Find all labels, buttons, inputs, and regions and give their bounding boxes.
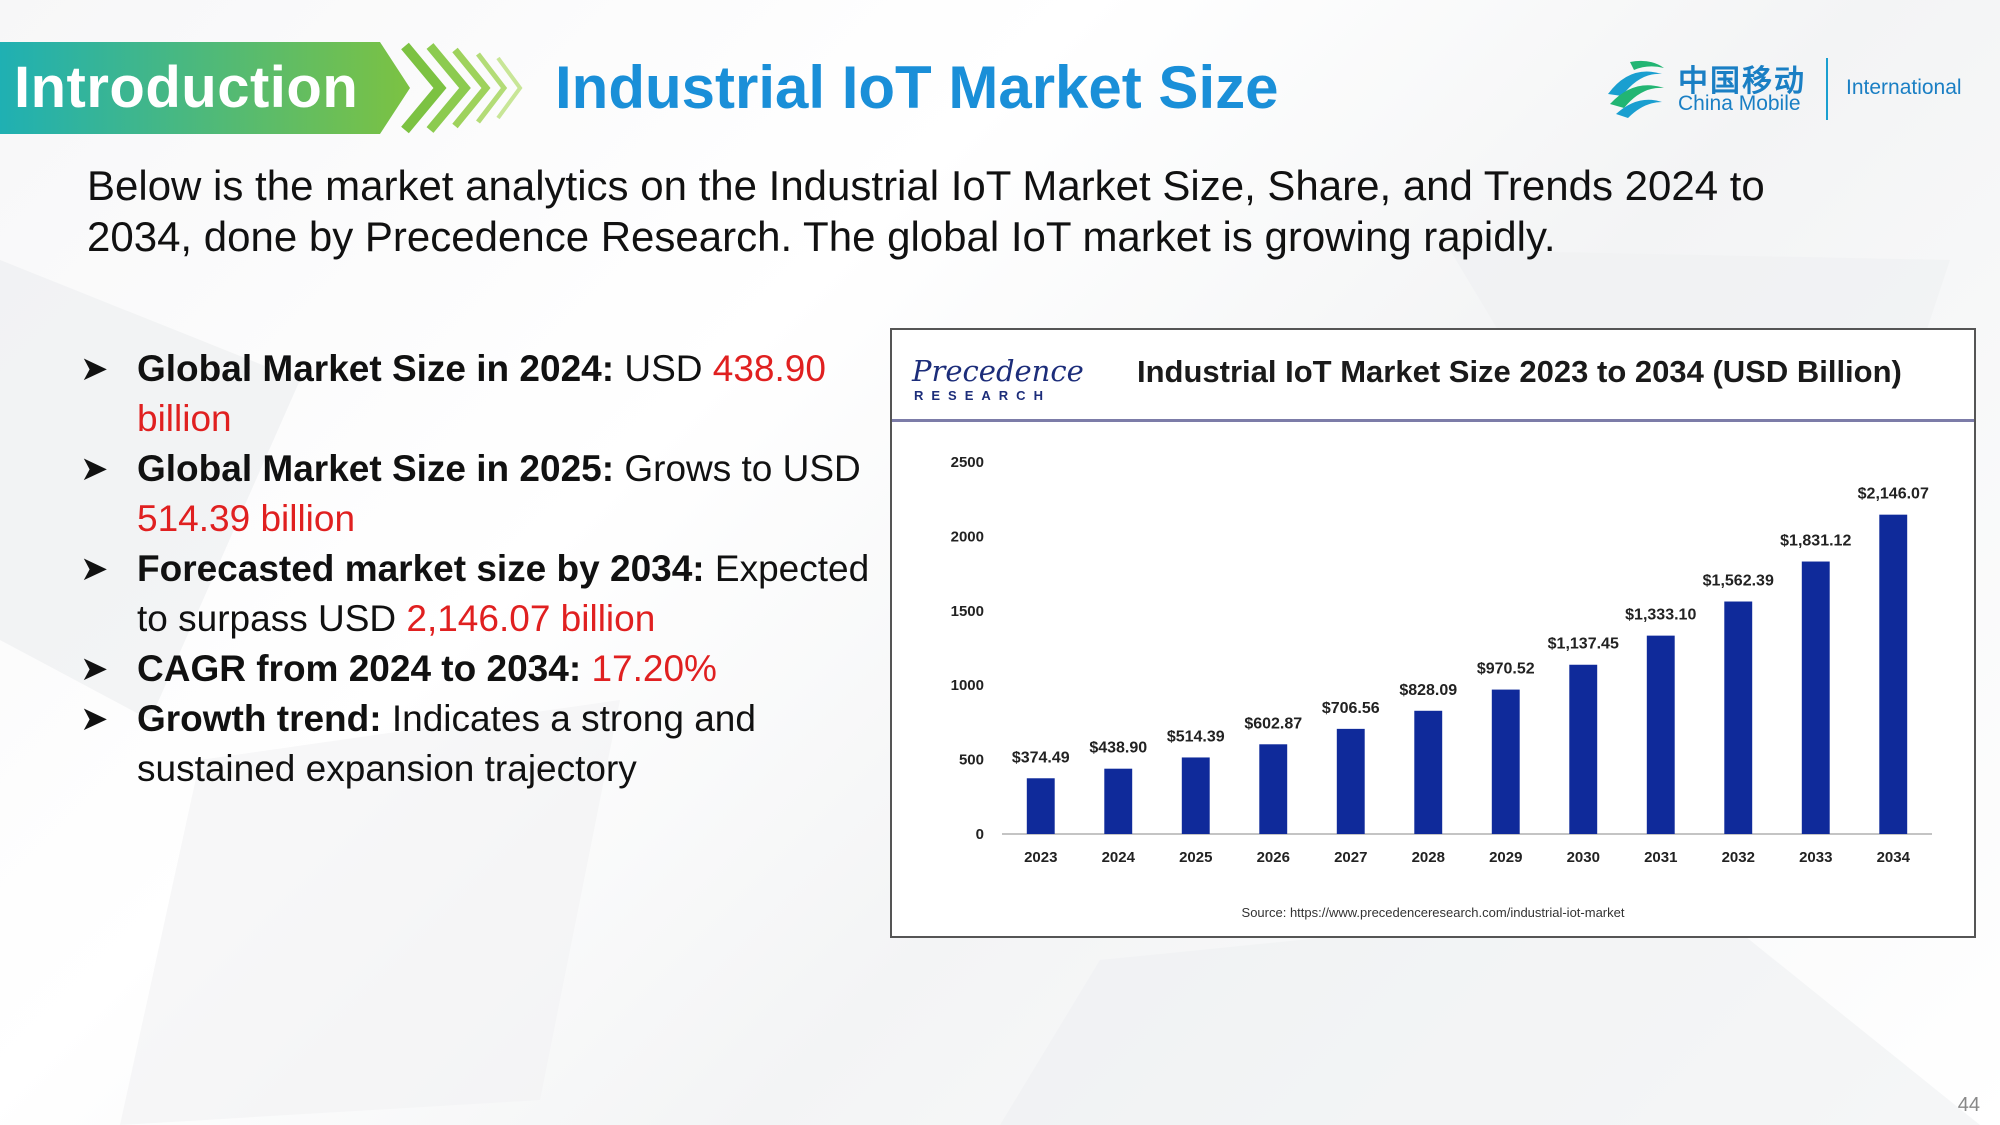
x-tick-label: 2023 [1024, 849, 1057, 866]
bar-data-label: $706.56 [1322, 700, 1380, 717]
x-tick-label: 2029 [1489, 849, 1522, 866]
bullet-highlight: 514.39 billion [137, 498, 356, 539]
chart-title: Industrial IoT Market Size 2023 to 2034 … [1137, 354, 1902, 389]
x-tick-label: 2034 [1877, 849, 1911, 866]
x-tick-label: 2033 [1799, 849, 1832, 866]
x-tick-label: 2026 [1257, 849, 1290, 866]
bar [1181, 757, 1210, 834]
bar-data-label: $602.87 [1244, 715, 1302, 732]
bullet-highlight: 17.20% [591, 648, 717, 689]
y-tick-label: 0 [976, 826, 984, 843]
y-tick-label: 2500 [951, 454, 984, 471]
section-banner [0, 42, 530, 134]
bullet-heading: Global Market Size in 2024: [137, 348, 615, 389]
bar-data-label: $970.52 [1477, 661, 1535, 678]
china-mobile-logo-icon [1608, 60, 1664, 118]
bullet-heading: Forecasted market size by 2034: [137, 548, 705, 589]
bullet-highlight: 2,146.07 billion [406, 598, 656, 639]
list-item: ➤ CAGR from 2024 to 2034: 17.20% [80, 644, 870, 694]
list-item: ➤ Growth trend: Indicates a strong and su… [80, 694, 870, 794]
logo-international-text: International [1846, 76, 1962, 99]
list-item: ➤ Forecasted market size by 2034: Expecte… [80, 544, 870, 644]
bar [1801, 561, 1830, 834]
arrow-bullet-icon: ➤ [80, 650, 109, 688]
bullet-text: Grows to USD [614, 448, 861, 489]
bar-data-label: $828.09 [1399, 682, 1457, 699]
bar [1026, 778, 1055, 834]
slide-title: Industrial IoT Market Size [555, 54, 1279, 121]
bullet-text [581, 648, 591, 689]
bullet-text: Expected to surpass USD [137, 548, 870, 639]
bar [1879, 514, 1908, 834]
x-tick-label: 2030 [1567, 849, 1600, 866]
bar [1259, 744, 1288, 834]
bar [1336, 728, 1365, 834]
page-number: 44 [1957, 1094, 1980, 1116]
bar-data-label: $1,333.10 [1625, 607, 1696, 624]
arrow-bullet-icon: ➤ [80, 450, 109, 488]
bar [1104, 768, 1133, 834]
bar-data-label: $374.49 [1012, 749, 1070, 766]
logo-english-text: China Mobile [1678, 92, 1801, 115]
chart-source: Source: https://www.precedenceresearch.c… [1241, 905, 1625, 920]
bullet-highlight: 438.90 billion [137, 348, 826, 439]
key-stats-list: ➤ Global Market Size in 2024: USD 438.90 … [80, 344, 870, 794]
bar-data-label: $1,562.39 [1703, 573, 1774, 590]
precedence-logo-text: Precedence [912, 354, 1084, 388]
bullet-text: USD [614, 348, 713, 389]
precedence-logo-subtext: RESEARCH [914, 388, 1051, 403]
intro-paragraph: Below is the market analytics on the Ind… [87, 162, 1765, 260]
y-tick-label: 2000 [951, 528, 984, 545]
bar [1491, 689, 1520, 834]
y-tick-label: 1500 [951, 603, 984, 620]
x-tick-label: 2025 [1179, 849, 1212, 866]
bullet-text: Indicates a strong and sustained expansi… [137, 698, 756, 789]
bar-data-label: $514.39 [1167, 728, 1225, 745]
market-size-chart: Precedence RESEARCH Industrial IoT Marke… [890, 328, 1976, 938]
x-tick-label: 2031 [1644, 849, 1677, 866]
bar-data-label: $1,831.12 [1780, 533, 1851, 550]
list-item: ➤ Global Market Size in 2024: USD 438.90 … [80, 344, 870, 444]
list-item: ➤ Global Market Size in 2025: Grows to US… [80, 444, 870, 544]
y-tick-label: 500 [959, 752, 984, 769]
logo-chinese-text: 中国移动 [1678, 65, 1806, 98]
bar-data-label: $438.90 [1089, 740, 1147, 757]
china-mobile-logo: 中国移动 China Mobile International [1600, 54, 1980, 124]
bar-data-label: $2,146.07 [1858, 486, 1929, 503]
chart-header: Precedence RESEARCH Industrial IoT Marke… [892, 330, 1974, 422]
arrow-bullet-icon: ➤ [80, 350, 109, 388]
arrow-bullet-icon: ➤ [80, 550, 109, 588]
bar [1646, 635, 1675, 834]
bar-data-label: $1,137.45 [1548, 636, 1619, 653]
x-tick-label: 2024 [1102, 849, 1136, 866]
bar [1724, 601, 1753, 834]
arrow-bullet-icon: ➤ [80, 700, 109, 738]
x-tick-label: 2027 [1334, 849, 1367, 866]
x-tick-label: 2028 [1412, 849, 1445, 866]
bullet-heading: CAGR from 2024 to 2034: [137, 648, 582, 689]
bar [1569, 664, 1598, 834]
bullet-heading: Global Market Size in 2025: [137, 448, 615, 489]
y-tick-label: 1000 [951, 677, 984, 694]
bar-chart-plot: 0 500 1000 1500 2000 2500 $374.49 2023 $438.90 20… [951, 454, 1932, 866]
bullet-heading: Growth trend: [137, 698, 382, 739]
x-tick-label: 2032 [1722, 849, 1755, 866]
section-label: Introduction [14, 55, 359, 120]
bar [1414, 710, 1443, 834]
logo-divider [1826, 58, 1828, 120]
